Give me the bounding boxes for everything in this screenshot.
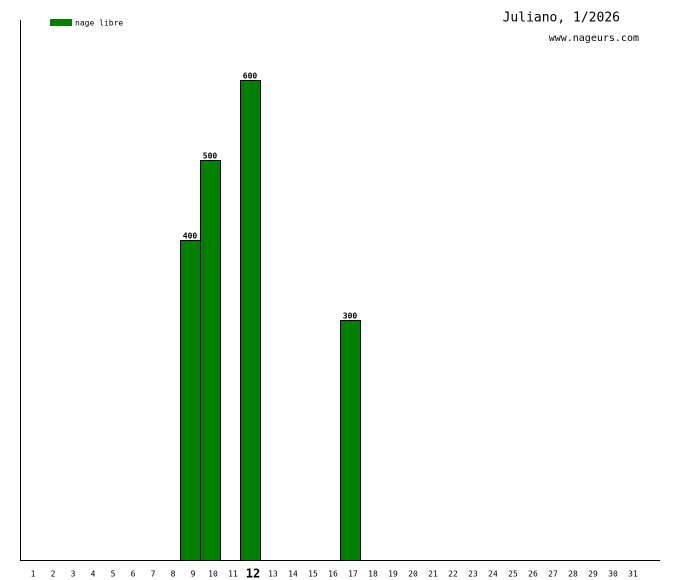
bar	[200, 160, 221, 561]
x-tick-label: 26	[528, 570, 538, 579]
x-tick-label: 6	[131, 570, 136, 579]
bar	[340, 320, 361, 561]
x-tick-label: 7	[151, 570, 156, 579]
x-tick-label: 25	[508, 570, 518, 579]
x-tick-label: 13	[268, 570, 278, 579]
x-tick-label: 8	[171, 570, 176, 579]
value-label: 600	[243, 72, 258, 81]
value-label: 300	[343, 312, 358, 321]
x-tick-label: 23	[468, 570, 478, 579]
legend-label: nage libre	[75, 19, 123, 28]
x-tick-label: 15	[308, 570, 318, 579]
x-tick-label: 10	[208, 570, 218, 579]
x-tick-label: 3	[71, 570, 76, 579]
bar	[240, 80, 261, 561]
value-label: 400	[183, 232, 198, 241]
chart-subtitle: www.nageurs.com	[549, 33, 639, 44]
x-tick-label: 17	[348, 570, 358, 579]
x-tick-label: 11	[228, 570, 238, 579]
x-tick-label: 24	[488, 570, 498, 579]
chart-title: Juliano, 1/2026	[503, 11, 620, 26]
x-tick-label: 29	[588, 570, 598, 579]
x-tick-label: 28	[568, 570, 578, 579]
x-tick-label: 9	[191, 570, 196, 579]
x-tick-label: 19	[388, 570, 398, 579]
x-tick-label: 5	[111, 570, 116, 579]
x-tick-label: 30	[608, 570, 618, 579]
value-label: 500	[203, 152, 218, 161]
x-tick-label: 22	[448, 570, 458, 579]
x-tick-label: 20	[408, 570, 418, 579]
x-tick-label: 31	[628, 570, 638, 579]
x-tick-label: 18	[368, 570, 378, 579]
x-tick-label: 16	[328, 570, 338, 579]
x-tick-label: 2	[51, 570, 56, 579]
x-tick-label: 12	[246, 567, 260, 580]
x-tick-label: 14	[288, 570, 298, 579]
legend-swatch	[50, 19, 72, 26]
x-tick-label: 21	[428, 570, 438, 579]
x-tick-label: 4	[91, 570, 96, 579]
bar	[180, 240, 201, 561]
x-tick-label: 27	[548, 570, 558, 579]
x-tick-label: 1	[31, 570, 36, 579]
